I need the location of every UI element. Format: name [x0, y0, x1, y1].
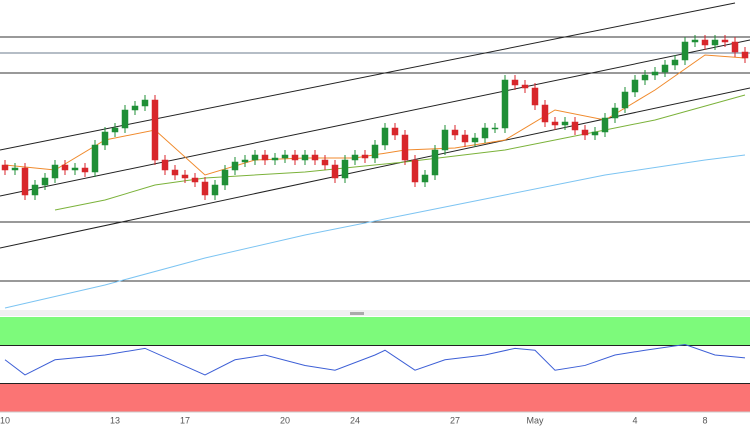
panel-divider[interactable] — [0, 310, 750, 316]
candle-body — [91, 144, 99, 173]
x-tick-label: 27 — [450, 415, 460, 425]
candle-body — [221, 169, 229, 186]
candle-body — [101, 131, 109, 146]
candle-body — [701, 39, 709, 46]
candle-body — [731, 41, 739, 53]
x-tick-label: 8 — [702, 415, 707, 425]
candle-body — [571, 121, 579, 131]
candle-body — [361, 154, 369, 159]
candle-body — [301, 154, 309, 161]
candle-body — [381, 127, 389, 146]
candle-body — [481, 127, 489, 139]
candle-body — [21, 167, 29, 196]
candle-body — [491, 127, 499, 130]
candle-body — [321, 159, 329, 166]
candle-body — [261, 154, 269, 161]
candle-body — [121, 109, 129, 129]
candle-body — [611, 107, 619, 119]
candle-body — [641, 74, 649, 81]
x-tick-label: 24 — [350, 415, 360, 425]
indicator-line — [4, 54, 746, 176]
x-tick-label: 17 — [180, 415, 190, 425]
candle-body — [311, 154, 319, 161]
candle-body — [131, 105, 139, 111]
candle-body — [371, 144, 379, 159]
candle-body — [331, 164, 339, 179]
candle-body — [451, 129, 459, 136]
candle-body — [531, 87, 539, 106]
candle-body — [201, 181, 209, 196]
candle-body — [471, 137, 479, 143]
candle-body — [151, 99, 159, 161]
horizontal-levels — [0, 36, 750, 282]
candle-body — [281, 154, 289, 159]
candle-body — [601, 117, 609, 133]
candle-body — [241, 159, 249, 163]
candle-body — [551, 121, 559, 126]
candle-body — [461, 134, 469, 143]
candle-body — [231, 161, 239, 171]
candle-body — [741, 51, 749, 59]
x-axis: 10 13 17 20 24 27 May 4 8 — [0, 415, 708, 425]
candle-body — [211, 184, 219, 196]
candle-body — [621, 91, 629, 109]
candle-body — [651, 71, 659, 76]
price-panel — [1, 35, 749, 309]
candle-body — [581, 129, 589, 136]
x-tick-label: 10 — [0, 415, 10, 425]
candle-body — [681, 41, 689, 61]
candle-body — [561, 121, 569, 126]
candle-body — [411, 159, 419, 183]
divider-handle[interactable] — [350, 312, 364, 315]
x-tick-label: 4 — [632, 415, 637, 425]
candle-body — [41, 177, 49, 186]
candle-body — [181, 174, 189, 179]
x-tick-label: 20 — [280, 415, 290, 425]
candle-body — [671, 59, 679, 66]
oversold-zone — [0, 383, 750, 412]
candle-body — [11, 167, 19, 171]
candle-body — [431, 149, 439, 176]
trend-line — [0, 39, 750, 197]
candle-body — [171, 169, 179, 176]
candle-body — [351, 154, 359, 161]
candle-body — [401, 134, 409, 161]
x-tick-label: 13 — [110, 415, 120, 425]
candle-body — [711, 39, 719, 46]
candle-body — [521, 84, 529, 89]
x-tick-label: May — [526, 415, 544, 425]
candle-body — [271, 157, 279, 161]
candle-body — [421, 174, 429, 183]
trend-line — [0, 87, 750, 249]
candle-body — [71, 167, 79, 171]
candle-body — [631, 79, 639, 93]
candle-body — [191, 177, 199, 183]
candle-body — [691, 39, 699, 43]
candle-body — [341, 159, 349, 179]
candle-body — [441, 129, 449, 151]
candle-body — [61, 164, 69, 171]
candle-body — [591, 131, 599, 136]
candle-body — [251, 154, 259, 161]
candle-body — [1, 164, 9, 171]
candle-body — [31, 184, 39, 196]
rsi-panel — [0, 317, 750, 412]
candle-body — [391, 127, 399, 136]
indicator-line — [4, 344, 746, 376]
overbought-zone — [0, 317, 750, 346]
indicator-line — [4, 154, 746, 309]
candle-body — [81, 167, 89, 173]
candle-body — [161, 159, 169, 171]
candle-body — [511, 79, 519, 86]
candle-body — [541, 104, 549, 123]
candle-body — [721, 39, 729, 43]
candle-body — [111, 127, 119, 133]
candle-body — [51, 164, 59, 179]
candle-body — [661, 64, 669, 73]
candle-body — [291, 154, 299, 161]
candle-body — [501, 79, 509, 129]
candle-body — [141, 99, 149, 107]
